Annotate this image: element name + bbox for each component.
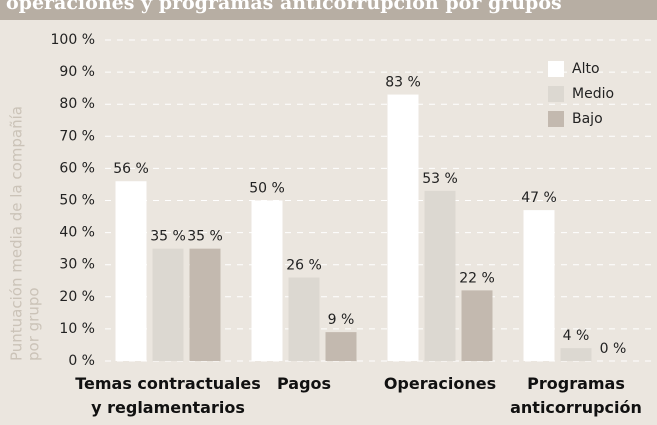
title-band bbox=[0, 0, 657, 20]
bar bbox=[387, 94, 419, 361]
legend-swatch bbox=[548, 111, 564, 127]
value-label: 47 % bbox=[521, 190, 557, 206]
x-tick-label: Temas contractuales y reglamentarios bbox=[75, 374, 261, 417]
legend-label: Alto bbox=[572, 61, 600, 77]
y-tick-label: 70 % bbox=[59, 128, 95, 144]
y-tick-label: 20 % bbox=[59, 289, 95, 305]
chart-title: operaciones y programas anticorrupción p… bbox=[6, 0, 562, 14]
y-tick-label: 80 % bbox=[59, 96, 95, 112]
bar bbox=[461, 290, 493, 361]
x-tick-label: Operaciones bbox=[384, 374, 496, 393]
y-tick-label: 10 % bbox=[59, 321, 95, 337]
legend-swatch bbox=[548, 86, 564, 102]
value-label: 22 % bbox=[459, 270, 495, 286]
y-tick-label: 60 % bbox=[59, 160, 95, 176]
x-tick-label: Pagos bbox=[277, 374, 331, 393]
y-axis-label: por grupo bbox=[25, 287, 43, 361]
bar bbox=[560, 348, 592, 361]
bar bbox=[325, 332, 357, 361]
bar bbox=[424, 190, 456, 361]
value-label: 50 % bbox=[249, 181, 285, 197]
value-label: 53 % bbox=[422, 171, 458, 187]
bar bbox=[251, 200, 283, 361]
y-tick-label: 100 % bbox=[51, 32, 95, 48]
bar bbox=[152, 248, 184, 361]
legend-label: Medio bbox=[572, 86, 614, 102]
y-tick-label: 30 % bbox=[59, 257, 95, 273]
y-tick-label: 90 % bbox=[59, 64, 95, 80]
value-label: 35 % bbox=[150, 229, 186, 245]
value-label: 83 % bbox=[385, 75, 421, 91]
value-label: 56 % bbox=[113, 161, 149, 177]
bar bbox=[523, 210, 555, 361]
bar bbox=[189, 248, 221, 361]
x-tick-label: Programas anticorrupción bbox=[510, 374, 642, 417]
y-axis-label: Puntuación media de la compañía bbox=[8, 106, 26, 361]
legend-swatch bbox=[548, 61, 564, 77]
value-label: 9 % bbox=[328, 312, 355, 328]
y-tick-label: 0 % bbox=[68, 353, 95, 369]
y-tick-label: 50 % bbox=[59, 193, 95, 209]
value-label: 4 % bbox=[563, 328, 590, 344]
y-tick-label: 40 % bbox=[59, 225, 95, 241]
value-label: 26 % bbox=[286, 258, 322, 274]
legend-label: Bajo bbox=[572, 111, 603, 127]
value-label: 35 % bbox=[187, 229, 223, 245]
value-label: 0 % bbox=[600, 341, 627, 357]
bar bbox=[115, 181, 147, 361]
bar bbox=[288, 277, 320, 361]
